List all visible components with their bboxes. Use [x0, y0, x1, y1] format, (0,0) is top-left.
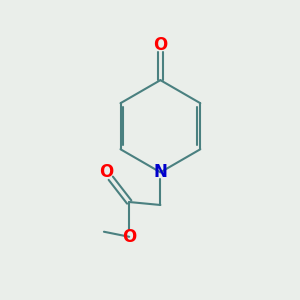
Text: N: N: [154, 163, 167, 181]
Text: O: O: [153, 36, 167, 54]
Text: O: O: [122, 228, 136, 246]
Text: O: O: [99, 163, 113, 181]
